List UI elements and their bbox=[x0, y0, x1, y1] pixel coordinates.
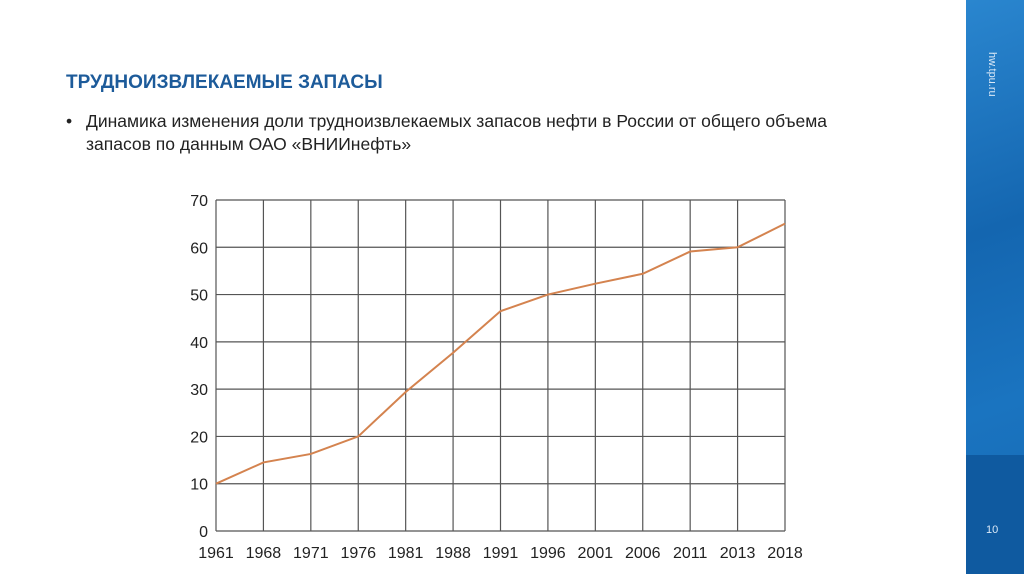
y-tick-label: 60 bbox=[190, 240, 208, 257]
sidebar-decoration bbox=[966, 0, 1024, 574]
y-tick-label: 50 bbox=[190, 288, 208, 305]
x-tick-label: 1968 bbox=[246, 545, 282, 562]
y-tick-label: 0 bbox=[199, 524, 208, 541]
x-tick-label: 1961 bbox=[198, 545, 234, 562]
x-tick-label: 1991 bbox=[483, 545, 519, 562]
x-tick-label: 2001 bbox=[578, 545, 614, 562]
y-tick-label: 40 bbox=[190, 335, 208, 352]
bullet-item: • Динамика изменения доли трудноизвлекаем… bbox=[66, 110, 886, 156]
slide-title: ТРУДНОИЗВЛЕКАЕМЫЕ ЗАПАСЫ bbox=[66, 72, 383, 93]
x-tick-label: 2006 bbox=[625, 545, 661, 562]
y-tick-label: 70 bbox=[190, 193, 208, 210]
x-tick-label: 1996 bbox=[530, 545, 566, 562]
x-tick-label: 1971 bbox=[293, 545, 329, 562]
x-tick-label: 1988 bbox=[435, 545, 471, 562]
bullet-text: Динамика изменения доли трудноизвлекаемы… bbox=[86, 111, 827, 154]
x-tick-label: 1976 bbox=[340, 545, 376, 562]
bullet-dot-icon: • bbox=[66, 111, 73, 131]
site-label: hw.tpu.ru bbox=[986, 52, 998, 97]
y-tick-label: 30 bbox=[190, 382, 208, 399]
y-tick-label: 20 bbox=[190, 429, 208, 446]
x-tick-label: 2018 bbox=[767, 545, 803, 562]
x-tick-label: 2013 bbox=[720, 545, 756, 562]
page-number: 10 bbox=[986, 524, 999, 536]
y-tick-label: 10 bbox=[190, 477, 208, 494]
x-tick-label: 2011 bbox=[673, 545, 708, 562]
x-tick-label: 1981 bbox=[388, 545, 424, 562]
